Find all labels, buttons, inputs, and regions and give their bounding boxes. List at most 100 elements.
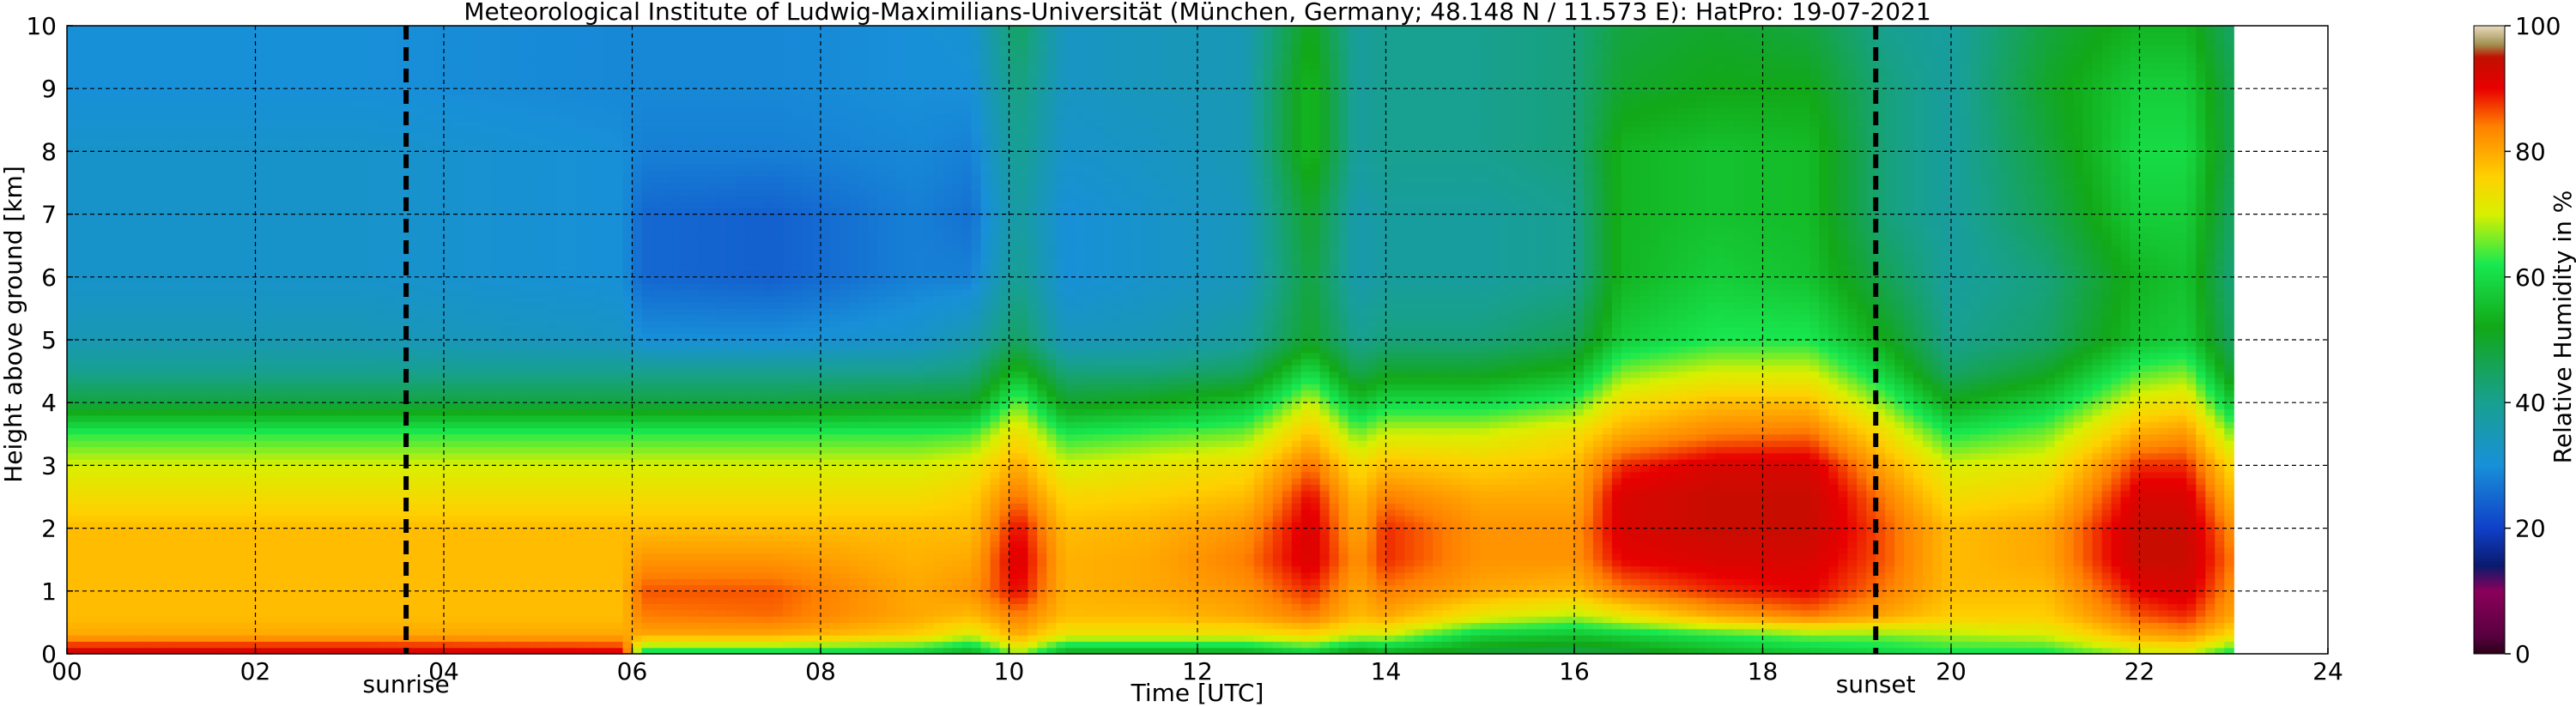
heatmap-cell	[67, 189, 77, 196]
heatmap-cell	[406, 440, 416, 448]
heatmap-cell	[170, 371, 181, 378]
heatmap-cell	[76, 433, 87, 441]
heatmap-cell	[397, 51, 407, 58]
heatmap-cell	[94, 490, 106, 498]
heatmap-cell	[179, 509, 191, 517]
heatmap-cell	[142, 176, 153, 184]
heatmap-cell	[528, 559, 539, 567]
heatmap-cell	[462, 295, 473, 303]
heatmap-cell	[227, 459, 238, 466]
heatmap-cell	[500, 584, 511, 592]
heatmap-cell	[481, 559, 492, 567]
heatmap-cell	[349, 578, 360, 586]
heatmap-cell	[198, 509, 209, 517]
heatmap-cell	[170, 352, 181, 360]
heatmap-cell	[349, 647, 360, 655]
heatmap-cell	[104, 113, 115, 121]
heatmap-cell	[198, 145, 209, 152]
heatmap-cell	[490, 138, 501, 146]
heatmap-cell	[406, 76, 416, 83]
heatmap-cell	[76, 283, 87, 291]
heatmap-cell	[434, 377, 445, 384]
heatmap-cell	[349, 233, 360, 240]
heatmap-cell	[151, 584, 162, 592]
heatmap-cell	[397, 239, 407, 246]
heatmap-cell	[255, 32, 266, 39]
heatmap-cell	[198, 113, 209, 121]
heatmap-cell	[283, 497, 294, 504]
heatmap-cell	[434, 553, 445, 560]
heatmap-cell	[444, 100, 454, 108]
heatmap-cell	[283, 340, 294, 347]
heatmap-cell	[189, 270, 200, 278]
heatmap-cell	[227, 641, 238, 649]
heatmap-cell	[302, 69, 312, 77]
heatmap-cell	[444, 465, 454, 473]
heatmap-cell	[255, 433, 266, 441]
heatmap-cell	[161, 390, 172, 397]
heatmap-cell	[142, 100, 153, 108]
heatmap-cell	[283, 183, 294, 190]
heatmap-cell	[312, 503, 322, 511]
heatmap-cell	[434, 565, 445, 573]
heatmap-cell	[415, 433, 426, 441]
heatmap-cell	[368, 251, 379, 259]
heatmap-cell	[255, 227, 266, 234]
heatmap-cell	[85, 433, 96, 441]
heatmap-cell	[434, 63, 445, 70]
heatmap-cell	[471, 183, 482, 190]
heatmap-cell	[293, 647, 303, 655]
heatmap-cell	[378, 484, 388, 492]
heatmap-cell	[490, 76, 501, 83]
heatmap-cell	[444, 384, 454, 391]
heatmap-cell	[340, 427, 350, 435]
heatmap-cell	[151, 220, 162, 227]
heatmap-cell	[170, 126, 181, 134]
heatmap-cell	[321, 132, 331, 140]
heatmap-cell	[528, 227, 539, 234]
heatmap-cell	[94, 497, 106, 504]
heatmap-cell	[274, 459, 285, 466]
heatmap-cell	[189, 440, 200, 448]
heatmap-cell	[132, 38, 143, 45]
heatmap-cell	[415, 365, 426, 372]
heatmap-cell	[293, 51, 303, 58]
heatmap-cell	[406, 346, 416, 354]
heatmap-cell	[425, 390, 435, 397]
heatmap-cell	[462, 408, 473, 416]
heatmap-cell	[425, 584, 435, 592]
heatmap-cell	[179, 245, 191, 253]
heatmap-cell	[227, 321, 238, 328]
heatmap-cell	[161, 590, 172, 598]
heatmap-cell	[85, 245, 96, 253]
heatmap-cell	[123, 427, 134, 435]
heatmap-cell	[274, 119, 285, 127]
heatmap-cell	[94, 227, 106, 234]
heatmap-cell	[227, 541, 238, 548]
heatmap-cell	[161, 327, 172, 335]
heatmap-cell	[208, 390, 219, 397]
heatmap-cell	[518, 471, 530, 479]
heatmap-cell	[321, 547, 331, 554]
heatmap-cell	[85, 208, 96, 215]
heatmap-cell	[104, 641, 115, 649]
heatmap-cell	[179, 541, 191, 548]
heatmap-cell	[132, 239, 143, 246]
heatmap-cell	[500, 183, 511, 190]
heatmap-cell	[236, 390, 247, 397]
heatmap-cell	[359, 528, 369, 535]
heatmap-cell	[123, 107, 134, 115]
heatmap-cell	[406, 314, 416, 322]
heatmap-cell	[330, 251, 341, 259]
heatmap-cell	[236, 402, 247, 410]
heatmap-cell	[528, 478, 539, 485]
heatmap-cell	[378, 471, 388, 479]
heatmap-cell	[378, 365, 388, 372]
heatmap-cell	[236, 528, 247, 535]
heatmap-cell	[283, 164, 294, 171]
heatmap-cell	[359, 295, 369, 303]
heatmap-cell	[425, 340, 435, 347]
heatmap-cell	[113, 427, 124, 435]
heatmap-cell	[368, 590, 379, 598]
heatmap-cell	[189, 44, 200, 51]
